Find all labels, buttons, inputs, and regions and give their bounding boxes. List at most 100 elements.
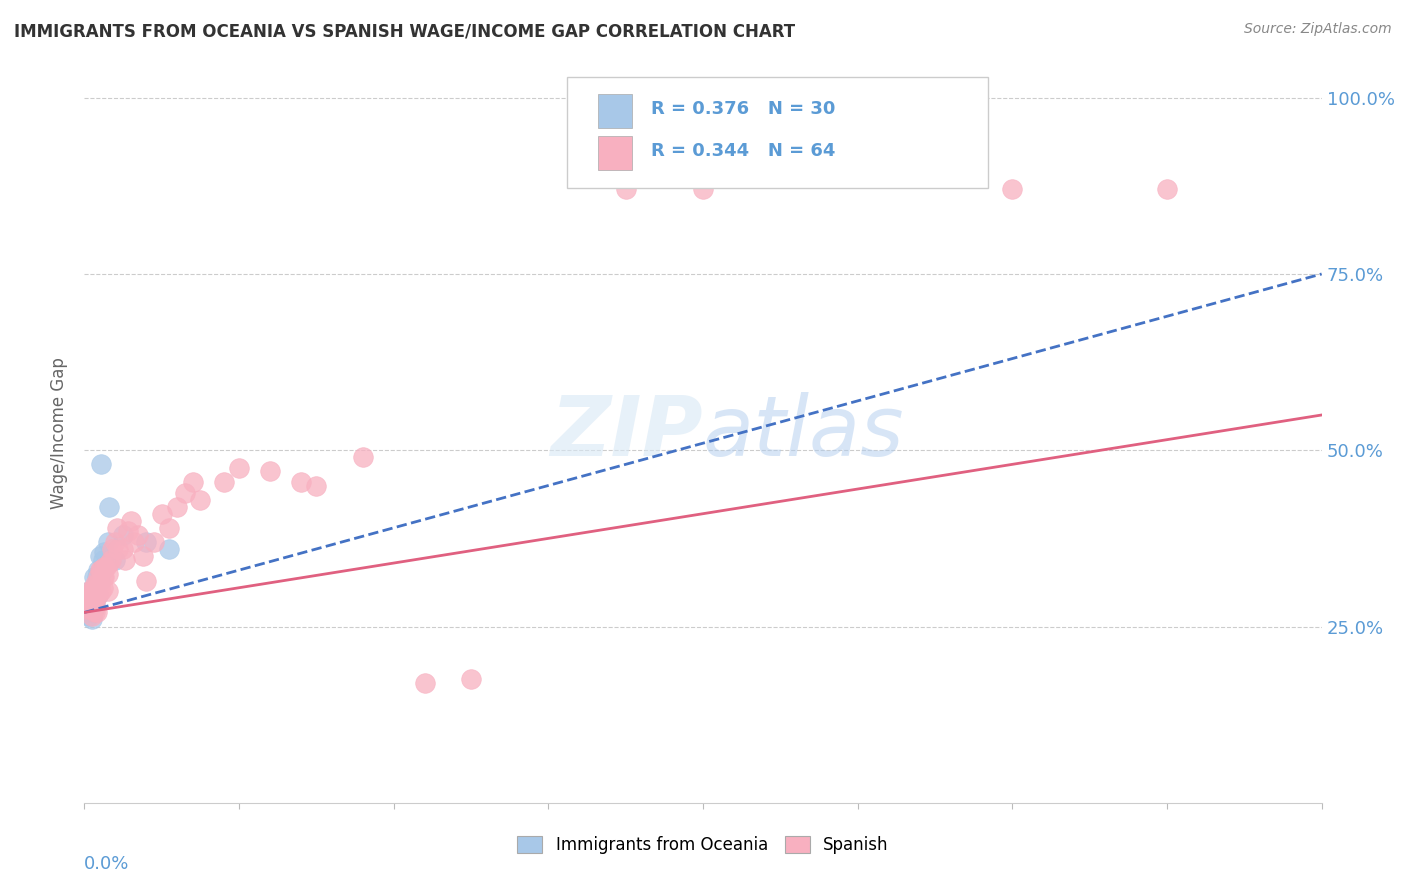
Text: Source: ZipAtlas.com: Source: ZipAtlas.com [1244, 22, 1392, 37]
Point [188, 492, 211, 507]
Point [79, 591, 101, 606]
Point [84, 577, 107, 591]
Point [91, 552, 114, 566]
Point [460, 673, 482, 687]
Point [114, 552, 136, 566]
Point [75, 599, 97, 613]
Point [352, 450, 374, 465]
Point [159, 521, 180, 535]
Point [104, 535, 127, 549]
Y-axis label: Wage/Income Gap: Wage/Income Gap [51, 357, 69, 508]
Point [86, 577, 108, 591]
Point [93, 545, 115, 559]
Point [89, 574, 111, 588]
Point [86, 577, 108, 591]
Point [305, 478, 328, 492]
Point [120, 514, 142, 528]
Point [77, 609, 100, 624]
Point [83, 602, 105, 616]
Point [84, 584, 107, 599]
Point [91, 570, 114, 584]
Point [143, 535, 166, 549]
Point [89, 549, 111, 563]
FancyBboxPatch shape [567, 78, 987, 188]
Point [107, 541, 129, 556]
Point [104, 552, 127, 566]
Point [79, 588, 101, 602]
Point [84, 606, 107, 620]
Point [122, 535, 145, 549]
Point [132, 549, 155, 563]
Point [1156, 182, 1178, 196]
Point [117, 524, 139, 539]
Point [77, 584, 100, 599]
Point [87, 563, 110, 577]
Point [86, 570, 108, 584]
Point [1001, 182, 1024, 196]
Point [82, 584, 104, 599]
Text: atlas: atlas [703, 392, 904, 473]
Point [82, 612, 104, 626]
Point [135, 535, 157, 549]
Text: R = 0.344   N = 64: R = 0.344 N = 64 [651, 143, 835, 161]
Point [77, 595, 100, 609]
Point [84, 599, 107, 613]
Point [87, 570, 110, 584]
Point [89, 577, 111, 591]
Point [91, 563, 114, 577]
Point [83, 595, 105, 609]
Point [82, 609, 104, 624]
Point [212, 475, 235, 489]
Point [77, 584, 100, 599]
Legend: Immigrants from Oceania, Spanish: Immigrants from Oceania, Spanish [510, 830, 896, 861]
Point [96, 535, 118, 549]
Text: R = 0.376   N = 30: R = 0.376 N = 30 [651, 100, 835, 118]
Point [98, 556, 121, 570]
Point [79, 602, 101, 616]
Point [290, 475, 312, 489]
Point [135, 574, 157, 588]
Point [98, 500, 121, 514]
Text: 0.0%: 0.0% [84, 855, 129, 872]
Point [101, 541, 124, 556]
Text: ZIP: ZIP [550, 392, 703, 473]
Point [174, 485, 197, 500]
Point [84, 595, 107, 609]
Point [87, 588, 110, 602]
Point [83, 570, 105, 584]
Point [76, 602, 98, 616]
Point [90, 584, 112, 599]
Point [82, 599, 104, 613]
Point [93, 570, 115, 584]
Point [90, 458, 112, 472]
Point [79, 595, 101, 609]
Point [112, 541, 135, 556]
Point [259, 464, 281, 478]
Point [413, 676, 436, 690]
Bar [598, 136, 633, 169]
Point [150, 507, 173, 521]
Point [100, 552, 122, 566]
Point [83, 588, 105, 602]
Point [89, 563, 111, 577]
Point [75, 595, 97, 609]
Point [76, 588, 98, 602]
Point [181, 475, 204, 489]
Point [83, 588, 105, 602]
Point [82, 595, 104, 609]
Point [86, 606, 108, 620]
Point [127, 528, 149, 542]
Point [614, 182, 637, 196]
Bar [598, 95, 633, 128]
Point [91, 581, 114, 595]
Point [90, 563, 112, 577]
Point [94, 559, 117, 574]
Point [159, 541, 180, 556]
Point [93, 559, 115, 574]
Point [166, 500, 188, 514]
Point [228, 461, 250, 475]
Point [83, 602, 105, 616]
Point [112, 528, 135, 542]
Point [692, 182, 714, 196]
Point [82, 606, 104, 620]
